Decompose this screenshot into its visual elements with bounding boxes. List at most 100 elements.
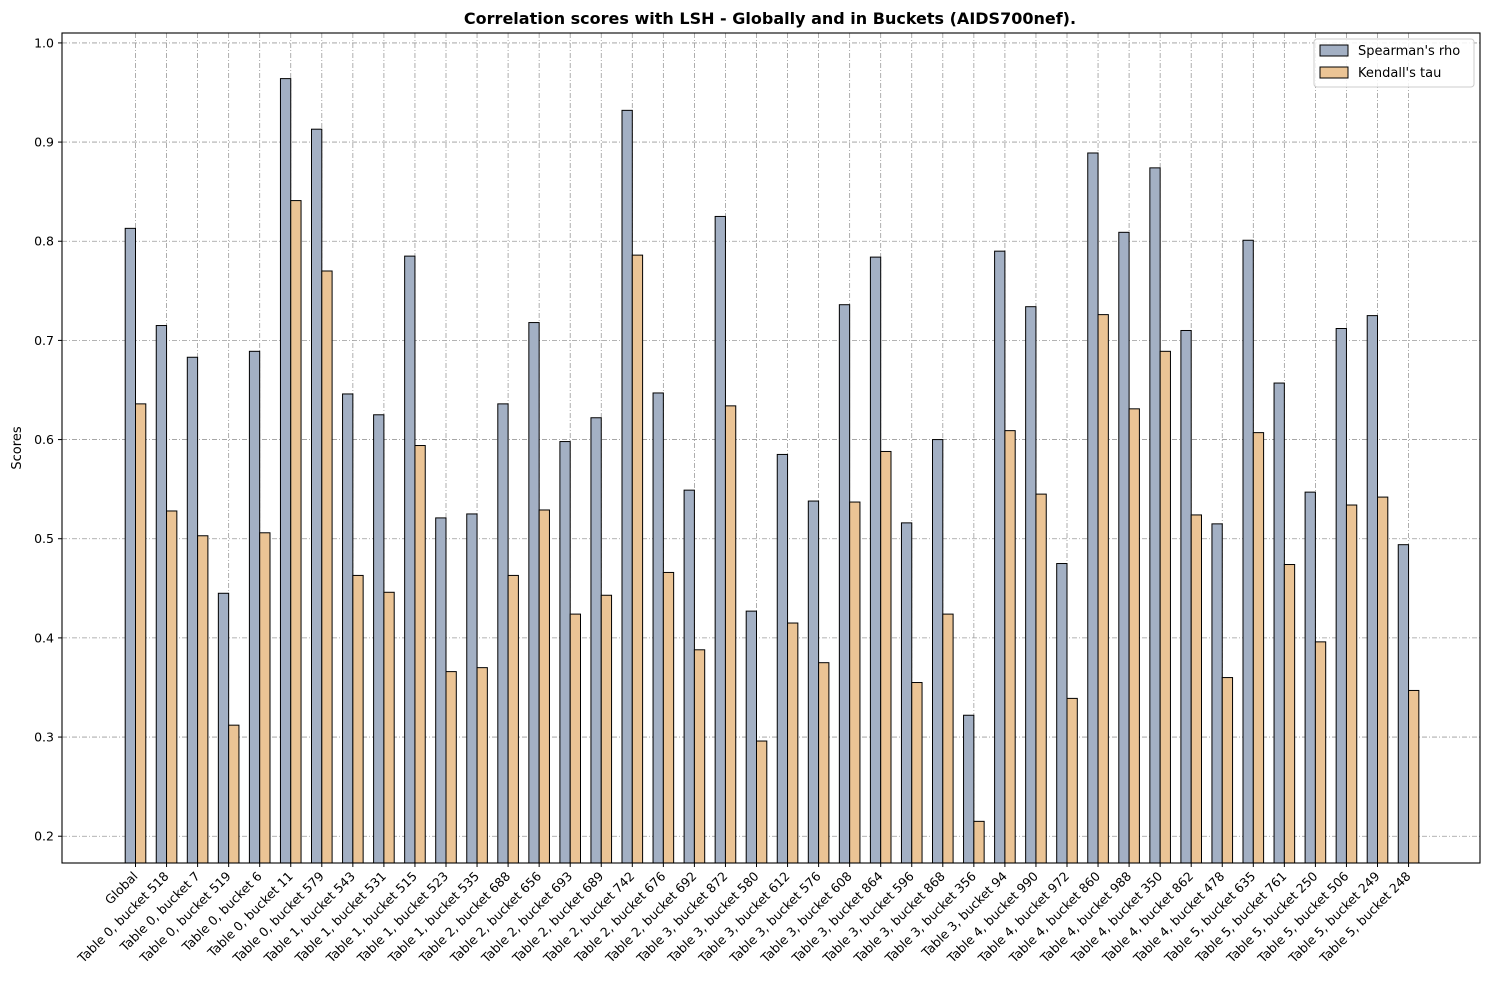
bar-kendall [383,591,395,864]
bar-spearman [807,500,820,864]
bar-kendall [1004,430,1016,864]
bar-spearman [435,517,447,864]
bar-spearman [1025,306,1037,864]
bar-spearman [1180,329,1192,864]
bar-spearman [279,78,292,864]
legend-label-spearman: Spearman's rho [1358,44,1460,59]
bar-spearman [186,356,199,864]
y-tick-label: 0.5 [34,531,54,546]
bar-spearman [528,322,540,864]
bar-kendall [1377,496,1389,864]
bar-spearman [1366,315,1378,864]
bar-kendall [693,649,706,864]
y-tick-label: 0.6 [34,432,54,447]
bar-spearman [900,522,913,864]
bar-spearman [1118,231,1130,864]
bar-spearman [1087,152,1099,864]
bar-spearman [838,304,851,864]
bar-spearman [1397,544,1410,864]
bar-kendall [1314,641,1327,864]
bar-spearman [559,441,571,864]
bars [124,78,1420,864]
bar-spearman [994,250,1006,864]
legend-label-kendall: Kendall's tau [1358,66,1441,81]
bar-spearman [590,417,602,864]
bar-kendall [1283,564,1296,864]
bar-spearman [155,325,168,864]
bar-spearman [776,453,789,864]
y-tick-label: 0.2 [34,829,54,844]
y-tick-label: 1.0 [34,35,54,50]
bar-spearman [373,414,385,864]
bar-spearman [714,215,726,864]
bar-kendall [321,270,333,864]
bar-spearman [1335,328,1347,864]
bar-spearman [1211,523,1223,864]
bar-spearman [652,392,664,864]
bar-kendall [1035,493,1047,864]
bar-spearman [621,109,633,864]
bar-kendall [1408,689,1420,864]
bar-kendall [1159,350,1171,864]
legend-box [1313,38,1475,88]
y-tick-label: 0.3 [34,730,54,745]
bar-kendall [569,613,582,864]
bar-spearman [683,489,695,864]
bar-kendall [197,535,209,864]
bar-spearman [932,439,944,864]
bar-spearman [869,256,882,864]
bar-kendall [538,509,550,864]
bar-spearman [1304,491,1316,864]
y-axis-label: Scores [10,426,25,469]
grid-lines [62,33,1480,863]
bar-kendall [1128,408,1140,864]
bar-kendall [476,667,488,864]
bar-kendall [787,622,799,864]
bar-kendall [600,594,613,864]
bar-kendall [290,200,302,864]
y-tick-label: 0.7 [34,333,54,348]
bar-kendall [1097,314,1109,864]
bar-kendall [631,254,644,864]
bar-spearman [248,350,261,864]
bar-spearman [745,610,758,864]
bar-kendall [662,571,675,864]
bar-kendall [166,510,178,864]
bar-kendall [1221,677,1234,864]
y-tick-label: 0.9 [34,135,54,150]
bar-kendall [414,445,426,864]
bar-kendall [1252,432,1265,864]
bar-kendall [1066,697,1078,864]
bar-kendall [880,450,892,864]
y-tick-label: 0.4 [34,630,54,645]
legend: Spearman's rho Kendall's tau [1313,38,1475,88]
bar-kendall [228,724,240,864]
bar-kendall [135,403,147,864]
bar-kendall [445,671,457,864]
bar-spearman [217,592,230,864]
bar-kendall [259,532,271,864]
bar-kendall [849,501,861,864]
bar-spearman [404,255,416,864]
legend-swatch-kendall [1319,66,1349,79]
bar-spearman [342,393,354,864]
bar-kendall [756,740,768,864]
legend-swatch-spearman [1319,44,1349,57]
bar-spearman [1056,563,1068,864]
bar-kendall [1345,504,1358,864]
bar-spearman [497,403,509,864]
bar-kendall [507,574,519,864]
bar-spearman [1242,239,1254,864]
bar-kendall [724,405,737,864]
bar-kendall [973,820,985,864]
y-tick-label: 0.8 [34,234,54,249]
bar-spearman [124,227,136,864]
bar-kendall [818,662,830,864]
bar-spearman [1273,382,1285,864]
chart-title: Correlation scores with LSH - Globally a… [464,9,1076,28]
y-axis-ticks: 0.2 0.3 0.4 0.5 0.6 0.7 0.8 0.9 1.0 [34,35,62,844]
bar-spearman [466,513,478,864]
